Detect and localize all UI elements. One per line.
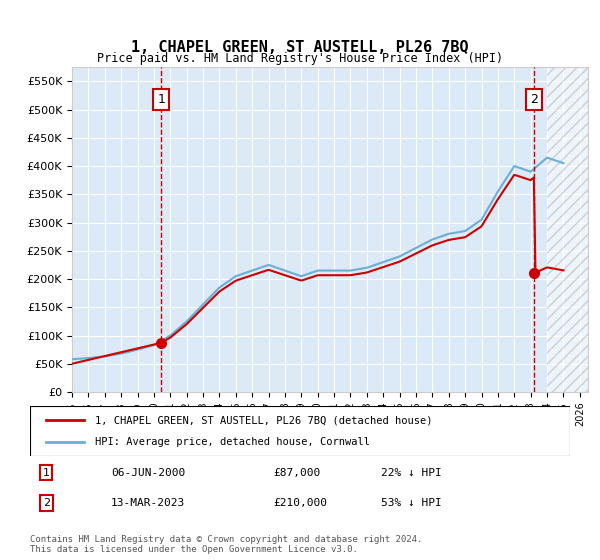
Text: Contains HM Land Registry data © Crown copyright and database right 2024.
This d: Contains HM Land Registry data © Crown c…: [30, 535, 422, 554]
Text: 2: 2: [43, 498, 50, 508]
Text: 1: 1: [43, 468, 50, 478]
FancyBboxPatch shape: [30, 406, 570, 456]
Bar: [547, 67, 588, 392]
Text: 06-JUN-2000: 06-JUN-2000: [111, 468, 185, 478]
Text: £87,000: £87,000: [273, 468, 320, 478]
Text: 53% ↓ HPI: 53% ↓ HPI: [381, 498, 442, 508]
Text: 1: 1: [157, 93, 165, 106]
Text: 13-MAR-2023: 13-MAR-2023: [111, 498, 185, 508]
Text: 1, CHAPEL GREEN, ST AUSTELL, PL26 7BQ (detached house): 1, CHAPEL GREEN, ST AUSTELL, PL26 7BQ (d…: [95, 415, 432, 425]
Text: 1, CHAPEL GREEN, ST AUSTELL, PL26 7BQ: 1, CHAPEL GREEN, ST AUSTELL, PL26 7BQ: [131, 40, 469, 55]
Text: 2: 2: [530, 93, 538, 106]
Text: Price paid vs. HM Land Registry's House Price Index (HPI): Price paid vs. HM Land Registry's House …: [97, 52, 503, 66]
Text: £210,000: £210,000: [273, 498, 327, 508]
Text: HPI: Average price, detached house, Cornwall: HPI: Average price, detached house, Corn…: [95, 437, 370, 447]
Text: 22% ↓ HPI: 22% ↓ HPI: [381, 468, 442, 478]
